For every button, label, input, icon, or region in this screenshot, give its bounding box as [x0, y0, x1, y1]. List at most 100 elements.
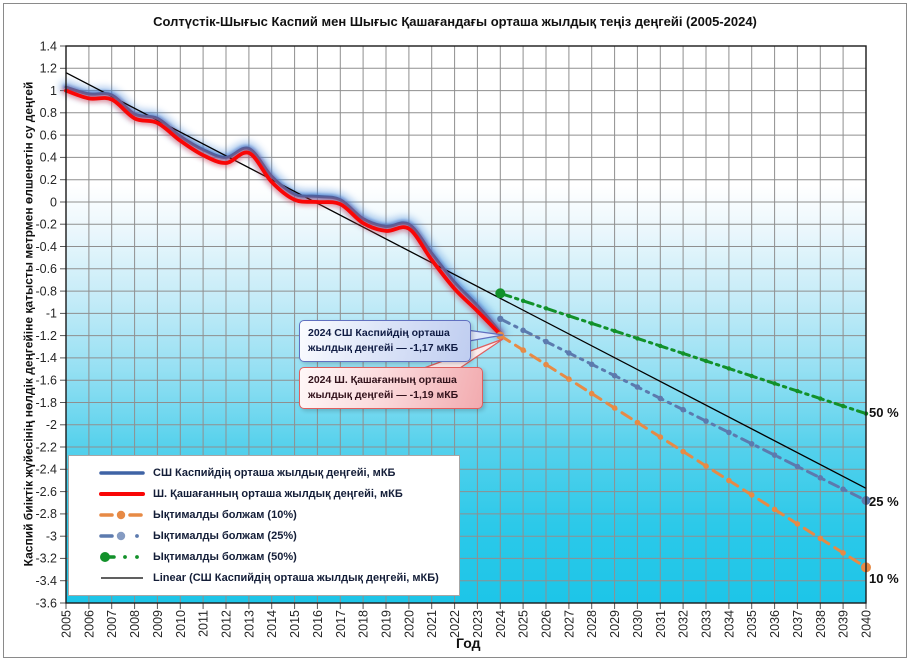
- svg-text:2029: 2029: [608, 610, 622, 638]
- y-axis-title: Каспий биіктік жүйесінің нөлдік деңгейін…: [21, 81, 36, 567]
- callout-kashagan-line1: 2024 Ш. Қашағанның орташа: [308, 374, 457, 386]
- legend-label-1: Ш. Қашағанның орташа жылдық деңгейі, мКБ: [153, 488, 403, 500]
- svg-text:2018: 2018: [357, 610, 371, 638]
- chart-title: Солтүстік-Шығыс Каспий мен Шығыс Қашаған…: [153, 14, 757, 29]
- svg-text:2011: 2011: [197, 610, 211, 637]
- svg-text:2034: 2034: [722, 610, 736, 638]
- svg-text:1.2: 1.2: [40, 62, 57, 76]
- callout-ne-caspian-line1: 2024 СШ Каспийдің орташа: [308, 327, 450, 339]
- y-tick-labels: 1.4 1.2 1 0.8 0.6 0.4 0.2 0 -0.2 -0.4 -0.6 -0.8 -1 -1…: [35, 39, 57, 610]
- x-axis-title: Год: [456, 635, 481, 651]
- svg-text:2021: 2021: [425, 610, 439, 638]
- legend-swatch-2: [99, 510, 143, 520]
- svg-text:2005: 2005: [60, 610, 74, 638]
- svg-text:2012: 2012: [220, 610, 234, 638]
- svg-text:-1.6: -1.6: [35, 374, 57, 388]
- svg-text:0.2: 0.2: [40, 173, 57, 187]
- forecast-label-50pct: 50 %: [869, 405, 899, 420]
- svg-text:-0.6: -0.6: [35, 262, 57, 276]
- legend-item-5: Linear (СШ Каспийдің орташа жылдық деңге…: [69, 570, 459, 586]
- forecast-label-25pct: 25 %: [869, 494, 899, 509]
- svg-text:-2.8: -2.8: [35, 507, 57, 521]
- svg-text:-3.4: -3.4: [35, 574, 57, 588]
- forecast-label-10pct: 10 %: [869, 571, 899, 586]
- svg-text:-1: -1: [46, 307, 57, 321]
- svg-text:0: 0: [50, 195, 57, 209]
- svg-text:-0.2: -0.2: [35, 218, 57, 232]
- svg-text:2007: 2007: [105, 610, 119, 638]
- svg-text:2010: 2010: [174, 610, 188, 638]
- legend-swatch-4: [100, 552, 139, 562]
- series-forecast-10%: [496, 331, 871, 573]
- svg-text:2014: 2014: [265, 610, 279, 638]
- svg-text:2024: 2024: [494, 610, 508, 638]
- legend-item-1: Ш. Қашағанның орташа жылдық деңгейі, мКБ: [69, 486, 459, 502]
- svg-text:2031: 2031: [654, 610, 668, 638]
- plot-border: [65, 45, 867, 604]
- x-tick-labels: 2005 2006 2007 2008 2009 2010 2011 2012 2013 2014…: [60, 610, 874, 638]
- svg-text:2016: 2016: [311, 610, 325, 638]
- legend-label-0: СШ Каспийдің орташа жылдық деңгейі, мКБ: [153, 467, 396, 479]
- legend-swatch-1: [99, 492, 145, 496]
- legend-swatch-3: [99, 531, 139, 541]
- svg-text:2038: 2038: [814, 610, 828, 638]
- svg-text:2026: 2026: [540, 610, 554, 638]
- svg-text:1.4: 1.4: [40, 39, 57, 53]
- svg-text:0.8: 0.8: [40, 106, 57, 120]
- svg-text:0.6: 0.6: [40, 128, 57, 142]
- legend: СШ Каспийдің орташа жылдық деңгейі, мКБ Ш…: [68, 455, 460, 596]
- svg-text:2013: 2013: [242, 610, 256, 638]
- svg-text:-2: -2: [46, 418, 57, 432]
- svg-text:2015: 2015: [288, 610, 302, 638]
- svg-text:-3.6: -3.6: [35, 596, 57, 610]
- callout-kashagan-2024: 2024 Ш. Қашағанның орташа жылдық деңгейі…: [299, 367, 483, 409]
- svg-text:-1.8: -1.8: [35, 396, 57, 410]
- svg-text:2019: 2019: [380, 610, 394, 638]
- svg-text:-0.8: -0.8: [35, 284, 57, 298]
- svg-text:2022: 2022: [448, 610, 462, 638]
- legend-item-0: СШ Каспийдің орташа жылдық деңгейі, мКБ: [69, 465, 459, 481]
- svg-text:2037: 2037: [791, 610, 805, 638]
- svg-text:2035: 2035: [745, 610, 759, 638]
- svg-text:-2.4: -2.4: [35, 463, 57, 477]
- callout-ne-caspian-line2: жылдық деңгейі — -1,17 мКБ: [308, 341, 459, 354]
- callout-kashagan-line2: жылдық деңгейі — -1,19 мКБ: [308, 388, 459, 401]
- legend-item-3: Ықтималды болжам (25%): [69, 528, 459, 544]
- svg-text:2030: 2030: [631, 610, 645, 638]
- svg-text:-3.2: -3.2: [35, 552, 57, 566]
- svg-text:2028: 2028: [585, 610, 599, 638]
- svg-text:2036: 2036: [768, 610, 782, 638]
- legend-label-3: Ықтималды болжам (25%): [153, 530, 297, 542]
- svg-text:-1.2: -1.2: [35, 329, 57, 343]
- svg-text:0.4: 0.4: [40, 151, 57, 165]
- svg-text:2009: 2009: [151, 610, 165, 638]
- svg-text:2040: 2040: [860, 610, 874, 638]
- legend-item-4: Ықтималды болжам (50%): [69, 549, 459, 565]
- svg-text:2025: 2025: [517, 610, 531, 638]
- svg-text:2032: 2032: [677, 610, 691, 638]
- callout-ne-caspian-2024: 2024 СШ Каспийдің орташа жылдық деңгейі …: [299, 320, 471, 362]
- series-forecast-25%: [497, 315, 871, 505]
- legend-label-4: Ықтималды болжам (50%): [153, 551, 297, 563]
- legend-label-5: Linear (СШ Каспийдің орташа жылдық деңге…: [153, 572, 439, 584]
- legend-item-2: Ықтималды болжам (10%): [69, 507, 459, 523]
- legend-swatch-0: [99, 471, 145, 475]
- series-kashagan-level: [61, 86, 505, 339]
- series-forecast-50%: [495, 288, 869, 416]
- series-linear-trend: [65, 72, 867, 489]
- svg-text:1: 1: [50, 84, 57, 98]
- legend-label-2: Ықтималды болжам (10%): [153, 509, 297, 521]
- svg-text:2020: 2020: [402, 610, 416, 638]
- svg-text:-2.2: -2.2: [35, 440, 57, 454]
- svg-text:2023: 2023: [471, 610, 485, 638]
- svg-text:-0.4: -0.4: [35, 240, 57, 254]
- svg-text:2017: 2017: [334, 610, 348, 638]
- svg-text:2008: 2008: [128, 610, 142, 638]
- svg-text:2039: 2039: [837, 610, 851, 638]
- legend-swatch-5: [101, 577, 143, 579]
- svg-text:2006: 2006: [82, 610, 96, 638]
- svg-text:-1.4: -1.4: [35, 351, 57, 365]
- svg-text:-3: -3: [46, 530, 57, 544]
- svg-text:-2.6: -2.6: [35, 485, 57, 499]
